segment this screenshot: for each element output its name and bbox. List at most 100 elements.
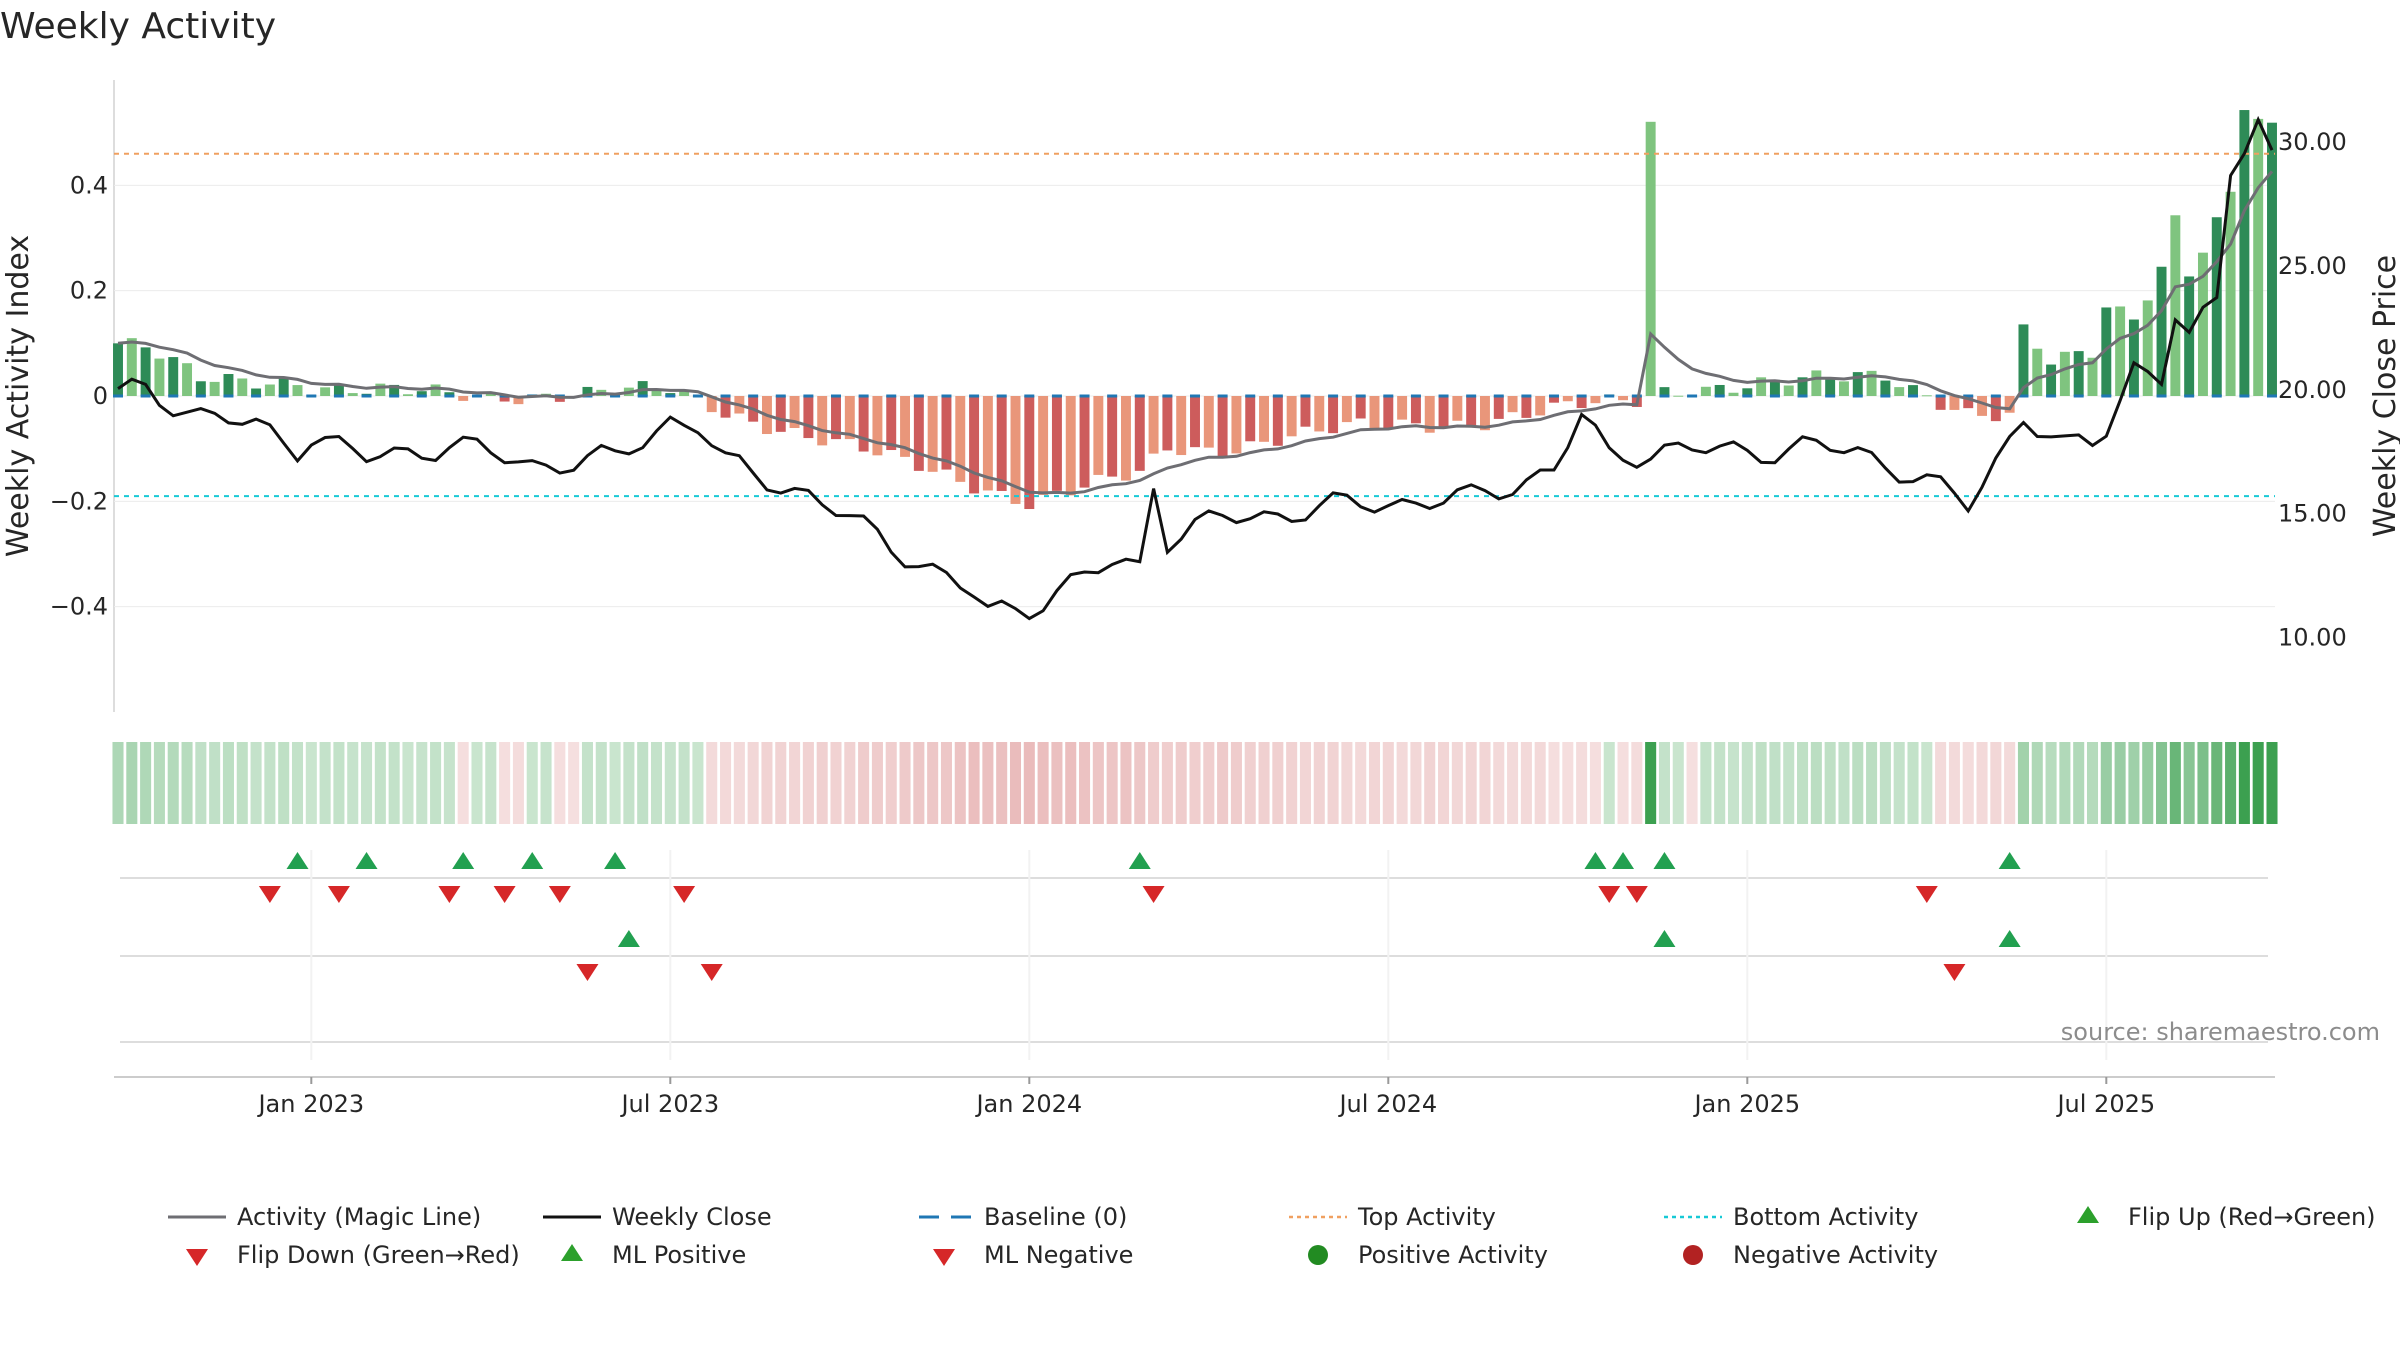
activity-bar [1894, 387, 1905, 396]
activity-bar [416, 391, 427, 396]
legend-entry: Bottom Activity [1664, 1203, 1918, 1231]
strip-cell [637, 742, 649, 824]
flip-up-marker [1653, 852, 1676, 869]
activity-bar [1300, 396, 1311, 427]
strip-cell [692, 742, 704, 824]
signal-gridlines [120, 850, 2268, 1060]
strip-cell [664, 742, 676, 824]
activity-bar [209, 381, 220, 396]
series-lines [117, 115, 2274, 621]
activity-bar [292, 385, 303, 396]
flip-up-marker [604, 852, 627, 869]
strip-cell [968, 742, 980, 824]
strip-cell [140, 742, 152, 824]
strip-cell [775, 742, 787, 824]
strip-cell [2004, 742, 2016, 824]
left-axis-label: Weekly Activity Index [1, 235, 36, 557]
activity-bar [872, 396, 883, 456]
activity-bar [1838, 381, 1849, 396]
strip-cell [1051, 742, 1063, 824]
legend-label: Weekly Close [612, 1203, 772, 1231]
flip-down-marker [1598, 886, 1621, 903]
strip-cell [623, 742, 635, 824]
activity-bar [1051, 396, 1062, 491]
activity-bar [2239, 110, 2250, 396]
strip-cell [1520, 742, 1532, 824]
strip-cell [816, 742, 828, 824]
strip-cell [2197, 742, 2209, 824]
activity-bar [1383, 396, 1394, 429]
left-axis-ticks: 0.4 0.2 0 −0.2 −0.4 [50, 171, 108, 620]
strip-cell [1424, 742, 1436, 824]
activity-bar [1590, 396, 1601, 404]
activity-bar [375, 383, 386, 396]
strip-cell [844, 742, 856, 824]
strip-cell [2156, 742, 2168, 824]
activity-bar [1645, 121, 1656, 396]
legend-label: Flip Down (Green→Red) [237, 1241, 520, 1269]
activity-bar [1549, 396, 1559, 403]
strip-cell [678, 742, 690, 824]
activity-bar [1783, 385, 1794, 396]
strip-cell [1921, 742, 1933, 824]
strip-cell [1990, 742, 2002, 824]
strip-cell [443, 742, 455, 824]
strip-cell [747, 742, 759, 824]
activity-bar [1714, 384, 1725, 396]
activity-bar [444, 392, 455, 396]
strip-cell [291, 742, 304, 824]
activity-bar [1880, 380, 1891, 396]
activity-bar [402, 394, 413, 396]
activity-bar [886, 396, 897, 451]
strip-cell [802, 742, 814, 824]
activity-bar [941, 396, 952, 470]
strip-cell [1355, 742, 1367, 824]
legend: Activity (Magic Line) Weekly Close Baselin… [168, 1203, 2376, 1269]
strip-cell [1741, 742, 1753, 824]
ml-negative-marker [1943, 964, 1966, 981]
right-tick-label: 25.00 [2278, 252, 2347, 280]
activity-bar [2267, 122, 2277, 396]
left-tick-label: −0.2 [50, 487, 108, 515]
activity-bar [2032, 348, 2043, 396]
flip-up-marker [286, 852, 309, 869]
activity-bar [1825, 378, 1836, 396]
strip-cell [885, 742, 897, 824]
activity-bar [1065, 396, 1076, 496]
activity-bar [1811, 370, 1822, 396]
flip-down-marker [258, 886, 281, 903]
strip-cell [167, 742, 179, 824]
activity-bar [982, 396, 993, 491]
activity-bar [1231, 396, 1242, 454]
activity-bar [1949, 396, 1960, 410]
activity-bar [2046, 364, 2057, 396]
activity-bar [1963, 396, 1974, 409]
strip-cell [1686, 742, 1698, 824]
strip-cell [830, 742, 842, 824]
strip-cell [1576, 742, 1588, 824]
strip-cell [2252, 742, 2264, 824]
flip-down-marker [1142, 886, 1165, 903]
strip-cell [581, 742, 593, 824]
legend-label: ML Negative [984, 1241, 1133, 1269]
activity-bar [996, 396, 1007, 491]
strip-cell [554, 742, 566, 824]
strip-cell [1092, 742, 1104, 824]
strip-cell [1976, 742, 1988, 824]
strip-cell [733, 742, 745, 824]
strip-cell [1438, 742, 1450, 824]
strip-cell [1589, 742, 1601, 824]
source-label: source: sharemaestro.com [2061, 1018, 2380, 1046]
flip-up-marker [452, 852, 475, 869]
strip-cell [1907, 742, 1919, 824]
activity-bar [1659, 387, 1670, 396]
activity-bar [1010, 396, 1021, 504]
x-tick-label: Jan 2024 [974, 1090, 1082, 1118]
activity-bar [140, 347, 151, 396]
strip-cell [1824, 742, 1836, 824]
activity-bar [913, 396, 924, 471]
activity-bar [2142, 300, 2153, 396]
strip-cell [2238, 742, 2250, 824]
strip-cell [1175, 742, 1187, 824]
strip-cell [927, 742, 939, 824]
